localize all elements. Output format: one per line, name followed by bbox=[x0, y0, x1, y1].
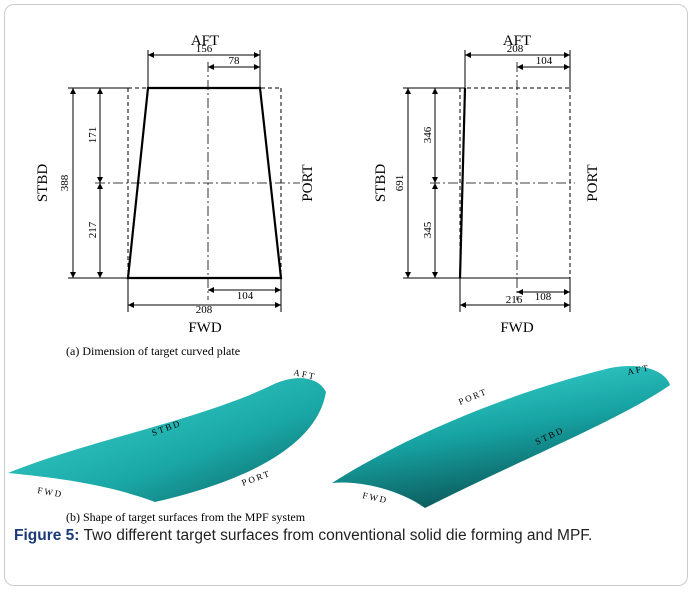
label: PORT bbox=[585, 164, 601, 201]
dimension: 104 bbox=[536, 55, 553, 67]
dimension: 691 bbox=[394, 175, 406, 192]
dimension: 104 bbox=[237, 290, 254, 302]
dimension: 346 bbox=[422, 126, 434, 143]
label: STBD bbox=[35, 164, 51, 203]
dimension: 208 bbox=[507, 43, 524, 55]
surface-left: AFT STBD PORT FWD bbox=[8, 367, 326, 502]
label: FWD bbox=[500, 320, 534, 336]
label: STBD bbox=[373, 164, 389, 203]
dimension: 208 bbox=[196, 304, 213, 316]
surface-label: FWD bbox=[37, 485, 64, 499]
label: FWD bbox=[188, 320, 222, 336]
dimension: 388 bbox=[59, 174, 71, 191]
figure: AFT 156 78 104 208 FWD STBD 388 171 217 … bbox=[0, 0, 694, 592]
caption-text: Two different target surfaces from conve… bbox=[79, 527, 592, 544]
figure-caption: Figure 5: Two different target surfaces … bbox=[14, 522, 682, 550]
dimension: 216 bbox=[506, 294, 523, 306]
dimension: 78 bbox=[229, 55, 241, 67]
dimension: 108 bbox=[535, 291, 552, 303]
panel-a-right: AFT 208 104 108 216 FWD STBD 691 346 345… bbox=[373, 33, 601, 336]
dimension: 217 bbox=[87, 221, 99, 238]
dimension: 171 bbox=[87, 127, 99, 144]
subcaption: (a) Dimension of target curved plate bbox=[66, 344, 240, 358]
label: PORT bbox=[300, 164, 316, 201]
surface-label: FWD bbox=[362, 490, 390, 505]
surface-right: AFT PORT STBD FWD bbox=[332, 362, 670, 508]
caption-label: Figure 5: bbox=[14, 527, 79, 544]
panel-a-left: AFT 156 78 104 208 FWD STBD 388 171 217 … bbox=[35, 33, 316, 336]
page: AFT 156 78 104 208 FWD STBD 388 171 217 … bbox=[0, 0, 694, 592]
dimension: 345 bbox=[422, 221, 434, 238]
dimension: 156 bbox=[196, 43, 213, 55]
surface-label: PORT bbox=[457, 386, 489, 407]
